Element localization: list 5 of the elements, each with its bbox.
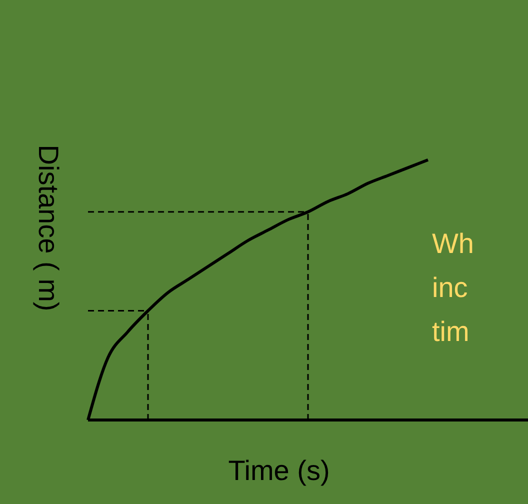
annotation: inc xyxy=(432,271,469,305)
y-axis-title: Distance ( m) xyxy=(32,144,64,312)
annotation: Wh xyxy=(432,227,474,261)
annotation: tim xyxy=(432,315,470,349)
x-axis-title: Time (s) xyxy=(227,455,331,487)
